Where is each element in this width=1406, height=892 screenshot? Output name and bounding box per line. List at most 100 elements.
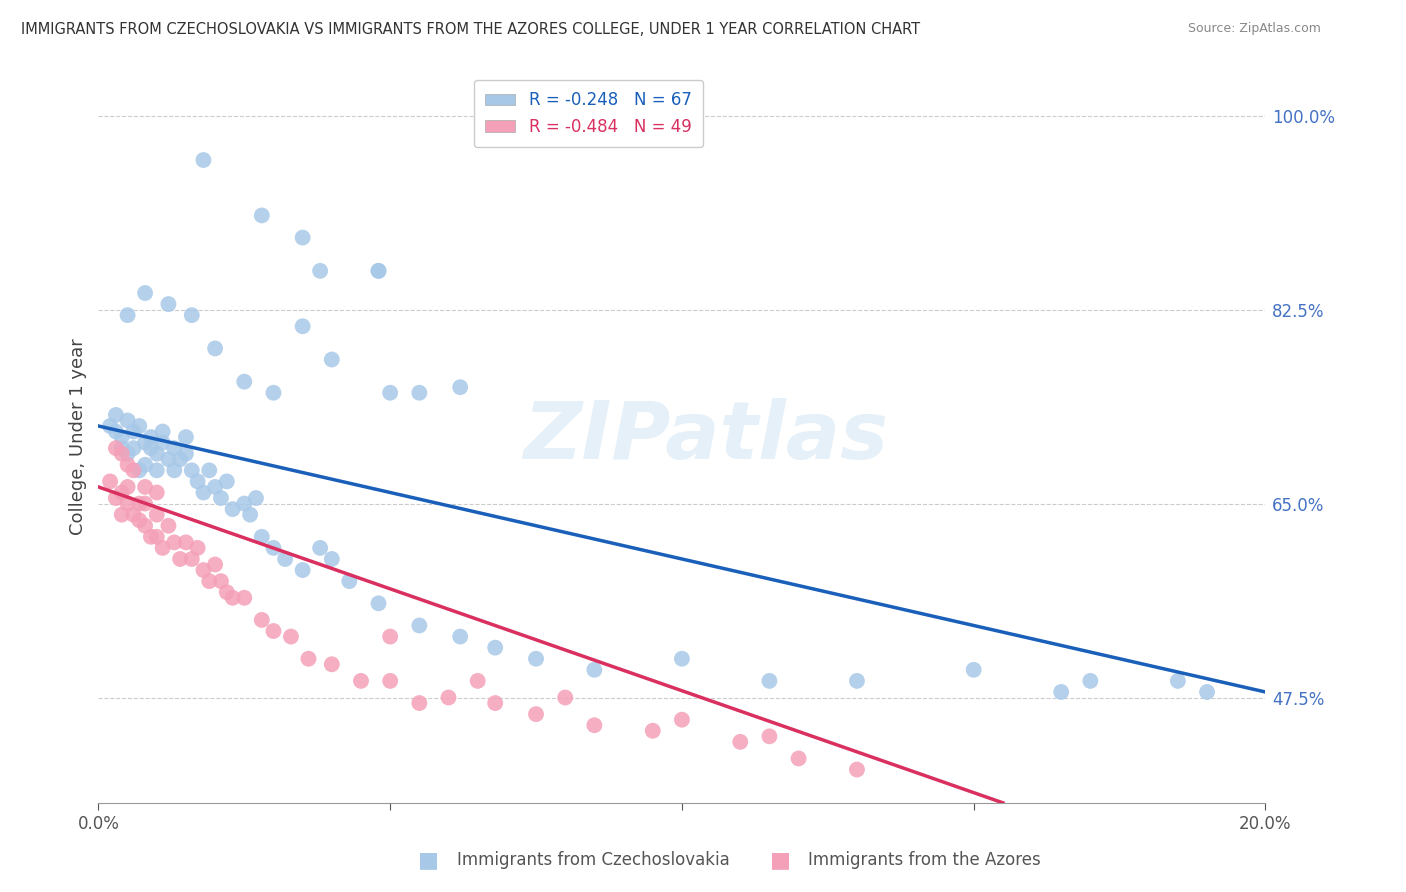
Point — [134, 458, 156, 472]
Point — [193, 485, 215, 500]
Point — [297, 651, 319, 665]
Point — [309, 541, 332, 555]
Point — [845, 763, 868, 777]
Point — [204, 342, 226, 356]
Point — [1195, 685, 1218, 699]
Point — [128, 463, 150, 477]
Point — [134, 435, 156, 450]
Point — [262, 385, 284, 400]
Point — [378, 673, 402, 688]
Point — [250, 530, 273, 544]
Text: IMMIGRANTS FROM CZECHOSLOVAKIA VS IMMIGRANTS FROM THE AZORES COLLEGE, UNDER 1 YE: IMMIGRANTS FROM CZECHOSLOVAKIA VS IMMIGR… — [21, 22, 920, 37]
Text: ■: ■ — [419, 850, 439, 870]
Point — [104, 491, 127, 505]
Point — [221, 591, 243, 605]
Point — [239, 508, 262, 522]
Point — [378, 630, 402, 644]
Point — [350, 673, 373, 688]
Point — [221, 502, 243, 516]
Point — [962, 663, 984, 677]
Point — [1050, 685, 1073, 699]
Point — [449, 380, 471, 394]
Point — [111, 430, 134, 444]
Point — [187, 541, 209, 555]
Point — [98, 475, 121, 489]
Point — [174, 447, 197, 461]
Point — [554, 690, 576, 705]
Point — [104, 425, 127, 439]
Point — [169, 452, 191, 467]
Point — [146, 530, 169, 544]
Point — [583, 718, 606, 732]
Point — [134, 285, 156, 300]
Point — [180, 463, 202, 477]
Point — [758, 729, 780, 743]
Point — [111, 441, 134, 455]
Point — [193, 153, 215, 167]
Point — [152, 425, 174, 439]
Point — [198, 574, 221, 589]
Text: Immigrants from Czechoslovakia: Immigrants from Czechoslovakia — [457, 851, 730, 869]
Point — [291, 563, 314, 577]
Text: Source: ZipAtlas.com: Source: ZipAtlas.com — [1188, 22, 1322, 36]
Point — [204, 480, 226, 494]
Point — [117, 447, 139, 461]
Point — [245, 491, 267, 505]
Point — [728, 735, 751, 749]
Point — [449, 630, 471, 644]
Point — [758, 673, 780, 688]
Point — [583, 663, 606, 677]
Point — [274, 552, 297, 566]
Point — [111, 447, 134, 461]
Point — [111, 485, 134, 500]
Point — [321, 657, 343, 672]
Point — [408, 385, 430, 400]
Point — [134, 497, 156, 511]
Point — [146, 508, 169, 522]
Point — [139, 441, 162, 455]
Point — [233, 591, 256, 605]
Point — [134, 518, 156, 533]
Point — [484, 696, 506, 710]
Point — [198, 463, 221, 477]
Point — [233, 497, 256, 511]
Point — [128, 497, 150, 511]
Point — [321, 352, 343, 367]
Point — [337, 574, 360, 589]
Point — [671, 651, 693, 665]
Point — [122, 508, 145, 522]
Point — [128, 513, 150, 527]
Point — [134, 480, 156, 494]
Point — [367, 264, 389, 278]
Text: ■: ■ — [770, 850, 790, 870]
Point — [233, 375, 256, 389]
Point — [262, 541, 284, 555]
Point — [157, 452, 180, 467]
Point — [787, 751, 810, 765]
Point — [1080, 673, 1102, 688]
Point — [139, 530, 162, 544]
Point — [408, 618, 430, 632]
Point — [309, 264, 332, 278]
Point — [215, 475, 238, 489]
Point — [250, 613, 273, 627]
Point — [250, 209, 273, 223]
Point — [117, 308, 139, 322]
Point — [157, 297, 180, 311]
Point — [122, 463, 145, 477]
Point — [209, 574, 232, 589]
Point — [641, 723, 664, 738]
Point — [291, 230, 314, 244]
Y-axis label: College, Under 1 year: College, Under 1 year — [69, 339, 87, 535]
Point — [146, 485, 169, 500]
Point — [169, 552, 191, 566]
Point — [146, 447, 169, 461]
Point — [408, 696, 430, 710]
Point — [163, 463, 186, 477]
Point — [209, 491, 232, 505]
Point — [163, 535, 186, 549]
Point — [139, 430, 162, 444]
Legend: R = -0.248   N = 67, R = -0.484   N = 49: R = -0.248 N = 67, R = -0.484 N = 49 — [474, 79, 703, 147]
Point — [111, 508, 134, 522]
Point — [128, 419, 150, 434]
